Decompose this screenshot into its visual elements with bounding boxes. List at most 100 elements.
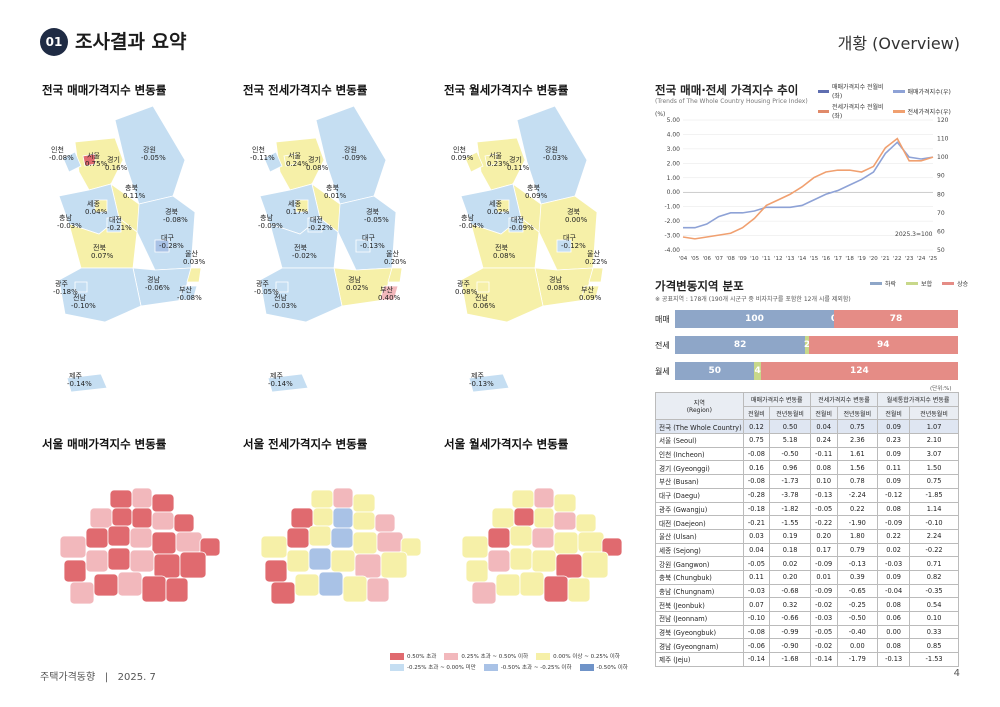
table-unit: (단위:%) [930,386,952,392]
table-head-group: 매매가격지수 변동률 [742,392,811,407]
table-value-cell: -0.13 [809,487,838,503]
seoul-district [332,487,354,509]
region-name-label: 대구 [161,234,174,242]
table-value-cell: 0.07 [742,597,771,612]
region-부산 [178,285,198,301]
region-name-label: 대전 [511,215,524,224]
region-대전 [106,217,122,233]
table-value-cell: 1.56 [836,460,879,476]
table-value-cell: -0.35 [909,583,959,599]
x-tick: '24 [917,256,926,262]
y-right-tick: 90 [937,173,945,180]
table-value-cell: -1.73 [769,474,811,489]
region-value-label: 0.11% [507,164,530,172]
seoul-district [380,551,408,579]
region-제주 [66,373,108,393]
region-value-label: -0.18% [53,288,78,296]
seoul-district [141,575,167,603]
map-legend-item: 0.50% 초과 [390,652,436,660]
table-region-cell: 전북 (Jeonbuk) [655,597,744,612]
x-tick: '21 [881,256,890,262]
region-name-label: 충북 [326,183,339,192]
region-name-label: 세종 [87,199,100,208]
region-value-label: -0.11% [250,154,275,162]
table-value-cell: -1.68 [769,652,811,667]
region-name-label: 부산 [581,285,594,294]
table-value-cell: 0.03 [742,528,771,544]
region-value-label: 0.02% [346,284,369,292]
table-value-cell: 0.11 [877,460,911,476]
region-전남 [460,267,544,323]
table-region-cell: 인천 (Incheon) [655,446,744,462]
region-대전 [307,217,323,233]
region-name-label: 전북 [294,243,307,252]
y-left-tick: 2.00 [667,160,681,167]
seoul-district [131,487,153,509]
region-대구 [556,239,572,253]
region-value-label: 0.04% [85,208,108,216]
seoul-district [151,531,177,555]
table-value-cell: -0.25 [836,597,879,612]
national-monthly-map-title: 전국 월세가격지수 변동률 [444,83,569,97]
region-value-label: 0.20% [384,258,407,266]
x-tick: '07 [714,256,723,262]
region-value-label: -0.03% [57,222,82,230]
seoul-district [366,577,390,603]
table-value-cell: -0.28 [742,487,771,503]
table-head-sub: 전년동월비 [836,405,879,421]
table-value-cell: -0.03 [809,611,838,626]
seoul-district [109,489,133,509]
seoul-district [352,493,376,513]
seoul-district [553,511,577,531]
seoul-district [129,549,155,573]
seoul-district [117,571,143,597]
region-value-label: -0.05% [254,288,279,296]
table-row: 제주 (Jeju) -0.14 -1.68 -0.14 -1.79 -0.13 -1.53 [655,652,959,667]
table-region-cell: 부산 (Busan) [655,474,744,489]
table-value-cell: 0.22 [836,501,879,517]
region-value-label: 0.06% [473,302,496,310]
table-value-cell: 0.75 [909,474,959,489]
region-광주 [74,281,88,293]
table-value-cell: 2.10 [909,433,959,448]
table-value-cell: 0.96 [769,460,811,476]
table-row: 전국 (The Whole Country) 0.12 0.50 0.04 0.75 0.… [655,419,959,435]
table-region-cell: 경북 (Gyeongbuk) [655,624,744,640]
seoul-district [555,553,583,579]
distribution-bar-segment: 82 [675,336,806,354]
table-value-cell: -1.82 [769,501,811,517]
region-광주 [476,281,490,293]
region-name-label: 경남 [549,275,562,284]
table-row: 울산 (Ulsan) 0.03 0.19 0.20 1.80 0.22 2.24 [655,528,959,544]
region-value-label: 0.22% [585,258,608,266]
table-value-cell: 0.01 [809,569,838,585]
seoul-district [374,513,396,533]
distribution-bar-segment: 78 [833,310,958,328]
seoul-district [308,547,332,571]
region-value-label: -0.22% [308,224,333,232]
table-value-cell: 0.33 [909,624,959,640]
legend-swatch [483,663,498,671]
table-value-cell: -0.12 [877,487,911,503]
seoul-district [471,581,497,605]
table-region-cell: 경남 (Gyeongnam) [655,638,744,654]
region-value-label: -0.09% [342,154,367,162]
table-value-cell: 0.10 [809,474,838,489]
region-name-label: 경기 [107,155,120,164]
region-name-label: 대구 [563,234,576,242]
region-value-label: 0.08% [306,164,329,172]
region-value-label: -0.04% [459,222,484,230]
region-name-label: 울산 [386,249,399,258]
table-value-cell: -1.55 [769,515,811,530]
national-sale-map-title: 전국 매매가격지수 변동률 [42,83,167,97]
table-value-cell: 0.75 [836,419,879,435]
table-value-cell: -0.13 [877,652,911,667]
table-value-cell: 0.06 [877,611,911,626]
map-legend: 0.50% 초과 0.25% 초과 ~ 0.50% 이하 0.00% 이상 ~ … [390,652,630,671]
table-value-cell: 2.36 [836,433,879,448]
table-row: 대구 (Daegu) -0.28 -3.78 -0.13 -2.24 -0.12 -1.85 [655,487,959,503]
seoul-sale-map-title: 서울 매매가격지수 변동률 [42,437,167,451]
table-value-cell: -0.66 [769,611,811,626]
seoul-district [352,531,378,555]
map-legend-item: -0.50% 이하 [579,663,628,671]
